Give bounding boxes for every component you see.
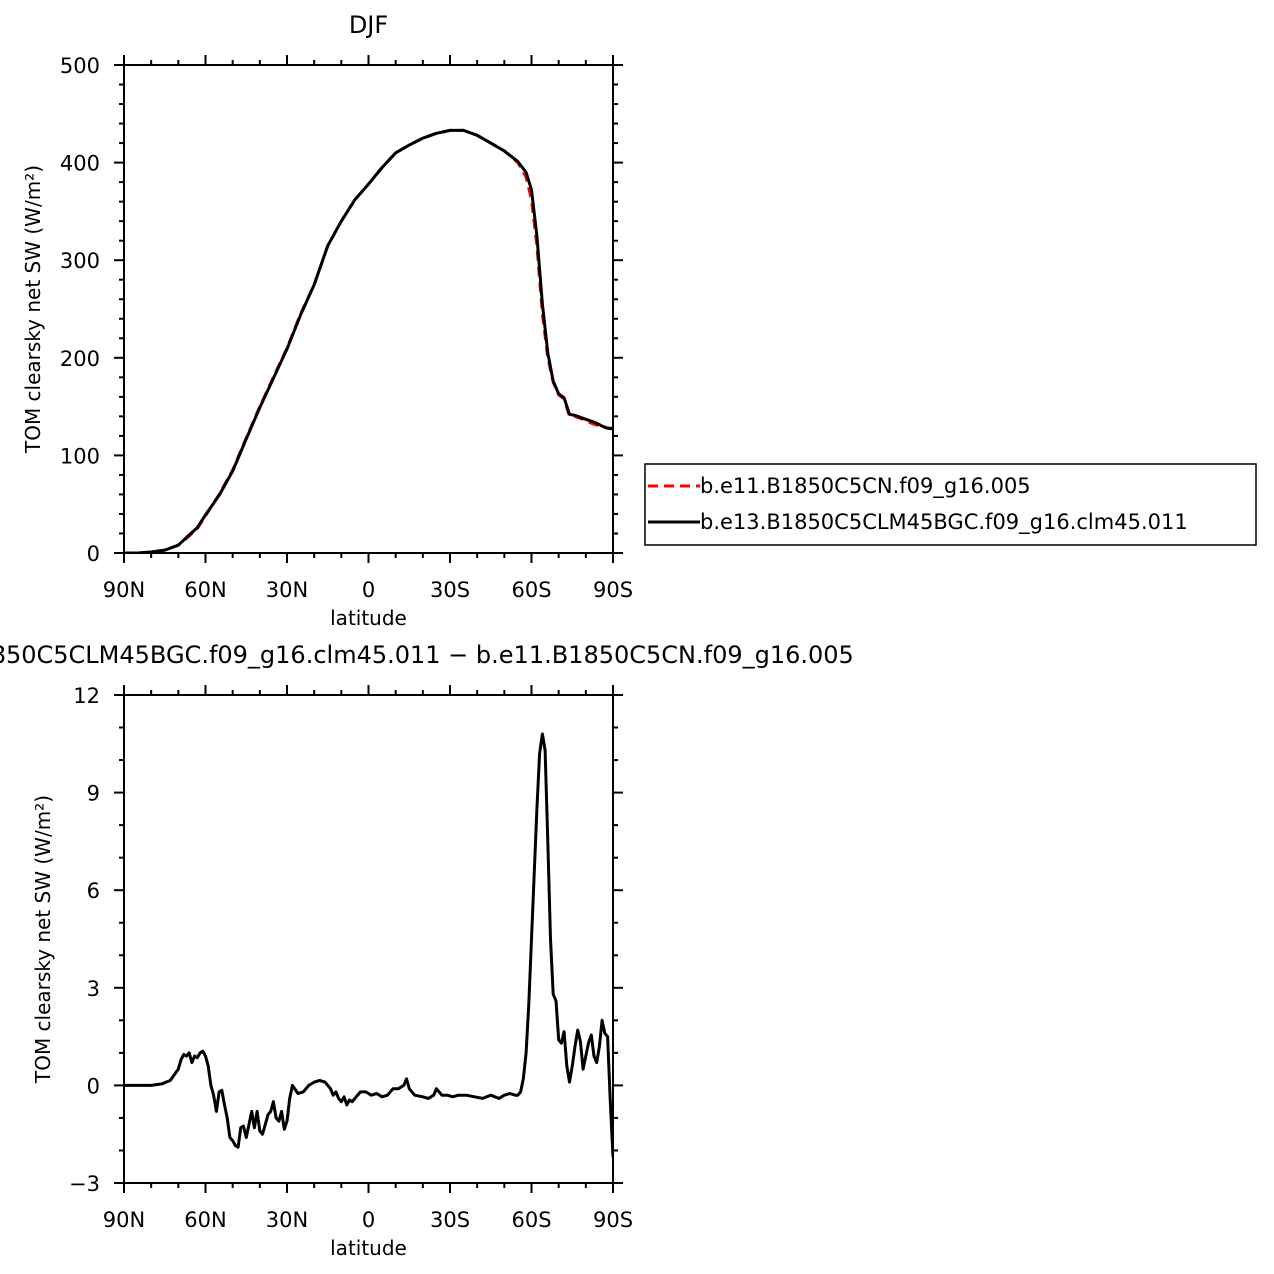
x-axis-title: latitude: [330, 1236, 407, 1260]
y-tick-label: 200: [60, 347, 100, 371]
x-tick-label: 90S: [593, 1208, 633, 1232]
plot-frame: [123, 64, 614, 554]
series-line-1: [124, 732, 613, 1158]
legend-box: [644, 463, 1257, 546]
x-tick-label: 60S: [511, 578, 551, 602]
series-line-1: [124, 128, 613, 553]
x-tick-label: 60N: [184, 1208, 226, 1232]
y-tick-label: 300: [60, 249, 100, 273]
y-tick-label: 3: [87, 977, 100, 1001]
series-line-2: [124, 128, 613, 553]
y-axis-title: TOM clearsky net SW (W/m²): [21, 165, 45, 454]
x-tick-label: 90N: [103, 578, 145, 602]
y-tick-label: 400: [60, 152, 100, 176]
x-tick-label: 30N: [266, 1208, 308, 1232]
x-axis-title: latitude: [330, 606, 407, 630]
x-tick-label: 30S: [430, 578, 470, 602]
y-tick-label: 12: [73, 684, 100, 708]
x-tick-label: 60N: [184, 578, 226, 602]
x-tick-label: 90S: [593, 578, 633, 602]
x-tick-label: 30N: [266, 578, 308, 602]
y-tick-label: 500: [60, 54, 100, 78]
x-tick-label: 0: [362, 578, 375, 602]
x-tick-label: 60S: [511, 1208, 551, 1232]
chart-panel-2: 90N 60N 30N 0 30S 60S 90S −3 0 3 6 9 12 latitude TOM c…: [0, 641, 854, 1260]
legend-label-1: b.e11.B1850C5CN.f09_g16.005: [700, 474, 1031, 499]
y-tick-label: 100: [60, 444, 100, 468]
y-tick-label: 6: [87, 879, 100, 903]
y-tick-label: 0: [87, 1074, 100, 1098]
y-tick-label: −3: [69, 1172, 100, 1196]
y-tick-label: 9: [87, 782, 100, 806]
legend-label-2: b.e13.B1850C5CLM45BGC.f09_g16.clm45.011: [700, 510, 1188, 535]
y-tick-label: 0: [87, 542, 100, 566]
legend: b.e11.B1850C5CN.f09_g16.005 b.e13.B1850C5…: [644, 463, 1257, 546]
x-tick-label: 90N: [103, 1208, 145, 1232]
plot-title: b.e13.B1850C5CLM45BGC.f09_g16.clm45.011 …: [0, 641, 854, 669]
y-axis-title: TOM clearsky net SW (W/m²): [31, 795, 55, 1084]
plot-title: DJF: [349, 11, 388, 39]
x-tick-label: 30S: [430, 1208, 470, 1232]
chart-panel-1: 90N 60N 30N 0 30S 60S 90S 0 100 200 300 400 500 latit…: [21, 11, 633, 630]
x-tick-label: 0: [362, 1208, 375, 1232]
